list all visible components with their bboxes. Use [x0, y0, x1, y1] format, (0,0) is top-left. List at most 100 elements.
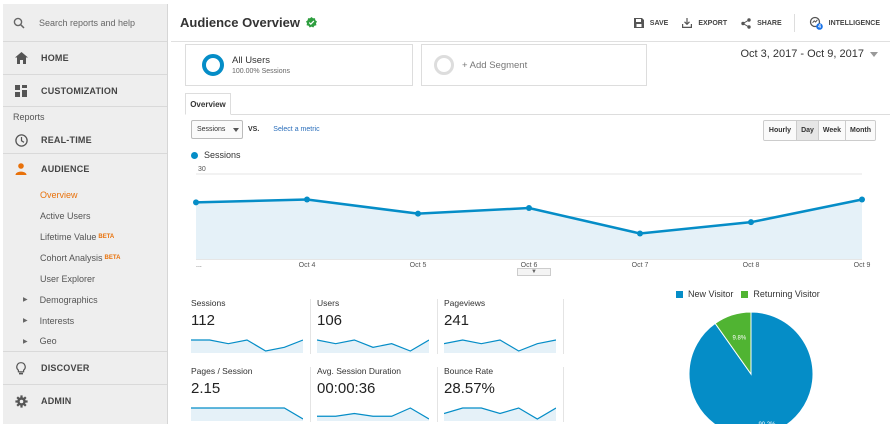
share-button[interactable]: SHARE	[741, 17, 782, 29]
metric-tile[interactable]: Bounce Rate 28.57%	[444, 366, 564, 421]
sidebar-item-label: CUSTOMIZATION	[41, 85, 118, 96]
add-segment-label: + Add Segment	[462, 59, 528, 71]
expand-triangle-icon: ▶	[23, 297, 28, 303]
tile-divider	[563, 367, 564, 422]
tree-label: Interests	[39, 315, 75, 326]
save-label: SAVE	[649, 19, 669, 27]
data-point	[748, 219, 754, 226]
share-icon	[741, 17, 751, 29]
x-tick-label: Oct 9	[854, 262, 871, 269]
report-header: Audience Overview SAVE EXPORT SHARE	[171, 4, 890, 42]
page-title-text: Audience Overview	[180, 15, 300, 30]
sidebar-item-customization[interactable]: CUSTOMIZATION	[3, 75, 167, 107]
segment-title: All Users	[232, 55, 271, 66]
metric-tile[interactable]: Avg. Session Duration 00:00:36	[317, 366, 437, 421]
sidebar-subitem-lifetime-value[interactable]: Lifetime Value BETA	[3, 226, 167, 247]
legend-label: Sessions	[204, 150, 241, 160]
select-metric-link[interactable]: Select a metric	[273, 126, 320, 133]
sparkline	[444, 339, 556, 353]
export-label: EXPORT	[698, 19, 728, 27]
day-button[interactable]: Day	[796, 121, 818, 140]
tab-overview[interactable]: Overview	[185, 93, 231, 115]
sidebar-item-home[interactable]: HOME	[3, 42, 167, 75]
sidebar-item-audience[interactable]: AUDIENCE	[3, 154, 167, 184]
intelligence-button[interactable]: 4 INTELLIGENCE	[809, 16, 880, 30]
person-icon	[13, 161, 29, 177]
x-tick-label: Oct 4	[299, 262, 316, 269]
pie-legend: New Visitor Returning Visitor	[676, 289, 828, 299]
intelligence-label: INTELLIGENCE	[828, 19, 880, 27]
tree-label: Demographics	[39, 294, 98, 305]
metric-tile[interactable]: Pages / Session 2.15	[191, 366, 311, 421]
subitem-label: Cohort Analysis	[40, 252, 103, 263]
segment-all-users[interactable]: All Users 100.00% Sessions	[185, 44, 413, 86]
intelligence-badge: 4	[818, 24, 821, 30]
metric-tile[interactable]: Users 106	[317, 298, 437, 353]
intelligence-icon: 4	[809, 16, 823, 30]
data-point	[637, 230, 643, 237]
data-point	[526, 205, 532, 211]
tile-divider	[310, 299, 311, 354]
sidebar-item-discover[interactable]: DISCOVER	[3, 352, 167, 385]
data-point	[193, 199, 199, 206]
sidebar-item-realtime[interactable]: REAL-TIME	[3, 127, 167, 154]
subitem-label: Overview	[40, 189, 78, 200]
hourly-button[interactable]: Hourly	[764, 121, 796, 140]
save-button[interactable]: SAVE	[633, 18, 669, 28]
sparkline-area	[317, 340, 429, 353]
export-icon	[682, 18, 693, 28]
sidebar-item-label: HOME	[41, 53, 69, 63]
y-tick-label: 30	[198, 166, 206, 173]
metric-value: 241	[444, 312, 470, 329]
dashboard-icon	[13, 83, 29, 99]
metric-select-value: Sessions	[197, 126, 226, 133]
metric-tile[interactable]: Pageviews 241	[444, 298, 564, 353]
sparkline	[317, 339, 429, 353]
legend-swatch	[676, 290, 683, 298]
sidebar-item-admin[interactable]: ADMIN	[3, 385, 167, 417]
sparkline	[317, 407, 429, 421]
sidebar-tree-geo[interactable]: ▶ Geo	[3, 331, 167, 352]
lightbulb-icon	[13, 360, 29, 376]
add-segment-button[interactable]: + Add Segment	[421, 44, 647, 86]
subitem-label: Lifetime Value	[40, 231, 97, 242]
legend-text: Returning Visitor	[753, 289, 820, 299]
tile-divider	[437, 367, 438, 422]
visitor-pie-chart: 90.2% 9.8%	[688, 311, 814, 424]
week-button[interactable]: Week	[818, 121, 845, 140]
save-icon	[633, 18, 644, 28]
expand-triangle-icon: ▶	[23, 318, 28, 324]
sparkline-area	[444, 340, 556, 353]
sparkline	[191, 407, 303, 421]
metric-label: Bounce Rate	[444, 366, 494, 376]
sparkline-line	[444, 407, 556, 420]
legend-text: New Visitor	[688, 289, 734, 299]
page-title: Audience Overview	[180, 15, 317, 30]
sidebar-subitem-active-users[interactable]: Active Users	[3, 205, 167, 226]
granularity-toggle: Hourly Day Week Month	[763, 120, 876, 141]
metric-select[interactable]: Sessions	[191, 120, 243, 139]
date-range-picker[interactable]: Oct 3, 2017 - Oct 9, 2017	[740, 48, 878, 60]
vs-label: VS.	[248, 126, 260, 133]
metric-value: 112	[191, 312, 215, 329]
sparkline	[191, 339, 303, 353]
sidebar-subitem-cohort-analysis[interactable]: Cohort Analysis BETA	[3, 247, 167, 268]
empty-segment-ring-icon	[434, 55, 454, 75]
pie-slice	[714, 311, 752, 376]
tree-label: Geo	[39, 336, 57, 346]
metric-tile[interactable]: Sessions 112	[191, 298, 311, 353]
sidebar-subitem-user-explorer[interactable]: User Explorer	[3, 268, 167, 289]
sidebar-subitem-overview[interactable]: Overview	[3, 184, 167, 205]
search-bar[interactable]: Search reports and help	[3, 4, 167, 42]
sidebar-tree-demographics[interactable]: ▶ Demographics	[3, 289, 167, 310]
metric-value: 00:00:36	[317, 380, 376, 397]
chart-collapse-handle[interactable]: ▼	[517, 268, 551, 276]
sparkline-area	[317, 408, 429, 421]
month-button[interactable]: Month	[845, 121, 875, 140]
search-placeholder: Search reports and help	[39, 17, 136, 28]
export-button[interactable]: EXPORT	[682, 18, 727, 28]
sidebar-tree-interests[interactable]: ▶ Interests	[3, 310, 167, 331]
pie-legend-item-returning: Returning Visitor	[741, 289, 820, 299]
